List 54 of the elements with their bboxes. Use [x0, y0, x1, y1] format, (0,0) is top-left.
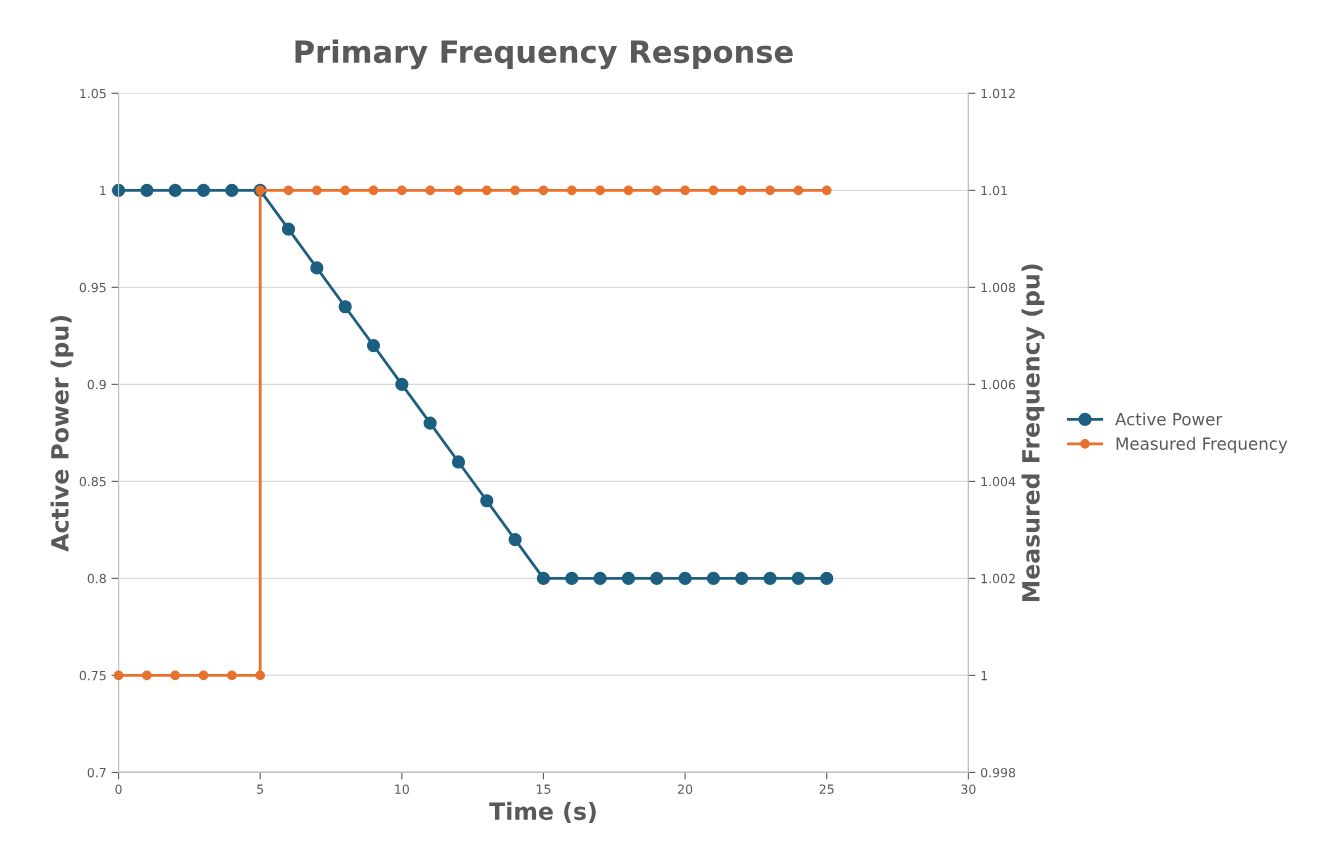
point: [451, 455, 466, 469]
point: [706, 571, 721, 585]
legend-label: Active Power: [1115, 412, 1223, 426]
x-tick-label: 20: [678, 784, 693, 794]
point: [366, 338, 381, 353]
point: [791, 571, 805, 585]
y2-tick-label: 0.998: [980, 767, 1016, 778]
y2-tick-label: 1.004: [981, 476, 1016, 487]
y-tick-label: 1: [100, 185, 106, 196]
y2-tick-label: 1: [981, 671, 987, 681]
point: [423, 416, 437, 430]
x-tick-label: 15: [536, 784, 551, 794]
y-tick-label: 0.9: [87, 379, 106, 390]
x-axis-title: Time (s): [489, 801, 596, 823]
point: [678, 571, 692, 585]
point: [310, 261, 324, 275]
y-tick-label: 0.75: [79, 670, 106, 681]
y-tick-label: 0.95: [79, 282, 106, 293]
point: [168, 183, 182, 197]
point: [480, 494, 494, 508]
y-tick-label: 0.8: [87, 573, 106, 584]
x-tick-label: 5: [257, 784, 264, 794]
x-tick-label: 0: [115, 784, 122, 794]
point: [593, 571, 607, 585]
y2-tick-label: 1.002: [981, 573, 1015, 584]
point: [536, 571, 551, 585]
point: [565, 571, 579, 585]
y2-tick-label: 1.01: [981, 185, 1007, 196]
point: [650, 571, 664, 585]
x-tick-label: 30: [961, 784, 976, 794]
y2-tick-label: 1.008: [981, 282, 1016, 293]
point: [508, 532, 522, 547]
point: [763, 571, 777, 585]
point: [140, 183, 154, 197]
point: [225, 183, 239, 197]
y-tick-label: 1.05: [80, 88, 106, 99]
x-tick-label: 10: [395, 784, 409, 794]
chart-title: Primary Frequency Response: [295, 39, 793, 70]
point: [621, 571, 636, 585]
point: [820, 571, 834, 585]
y2-tick-label: 1.006: [981, 379, 1016, 390]
point: [735, 571, 749, 585]
point: [395, 377, 409, 391]
point: [111, 183, 126, 197]
y-axis-title: Active Power (pu): [50, 316, 74, 552]
point: [338, 300, 352, 314]
point: [196, 183, 211, 197]
y-tick-label: 0.7: [87, 767, 106, 778]
x-tick-label: 25: [819, 784, 834, 794]
y2-tick-label: 1.012: [981, 88, 1015, 99]
y-tick-label: 0.85: [79, 476, 106, 487]
point: [281, 222, 296, 236]
legend-label: Measured Frequency: [1116, 437, 1288, 454]
y2-axis-title: Measured Frequency (pu): [1021, 264, 1045, 602]
